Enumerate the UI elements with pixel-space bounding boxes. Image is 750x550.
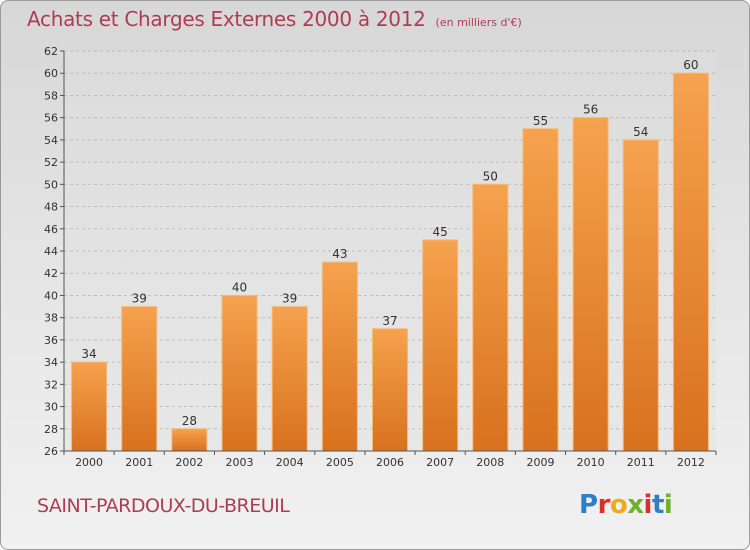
commune-name: SAINT-PARDOUX-DU-BREUIL: [37, 495, 290, 517]
data-label-2001: 39: [132, 292, 147, 306]
y-tick-label: 44: [44, 245, 58, 258]
x-tick-label: 2007: [426, 456, 454, 469]
data-label-2008: 50: [483, 169, 498, 183]
axes: 26 28 30 32 34 36 38 40 42 44 46 48 50 52 54 56 58 60 62 20…: [44, 45, 717, 469]
bar-2010[interactable]: [572, 117, 609, 452]
y-tick-label: 32: [44, 378, 58, 391]
bar-2012[interactable]: [672, 72, 709, 452]
x-tick-label: 2006: [376, 456, 404, 469]
bar-2003[interactable]: [221, 294, 258, 452]
logo-letter: x: [627, 490, 644, 520]
y-tick-label: 54: [44, 134, 58, 147]
logo-letter: r: [597, 490, 611, 520]
x-tick-label: 2000: [75, 456, 103, 469]
y-tick-label: 42: [44, 267, 58, 280]
x-tick-label: 2005: [326, 456, 354, 469]
y-tick-label: 62: [44, 45, 58, 58]
data-label-2005: 43: [332, 247, 347, 261]
y-tick-label: 34: [44, 356, 58, 369]
y-tick-label: 40: [44, 289, 58, 302]
logo-letter: i: [663, 490, 673, 520]
bar-2004[interactable]: [271, 306, 308, 452]
y-tick-label: 38: [44, 312, 58, 325]
y-tick-label: 60: [44, 67, 58, 80]
proxiti-logo[interactable]: Proxiti: [579, 490, 673, 520]
data-labels: 34 39 28 40 39 43 37 45 50 55 56 54 60: [81, 58, 698, 428]
logo-letter: t: [651, 490, 664, 520]
bar-2000[interactable]: [71, 361, 108, 452]
y-tick-label: 58: [44, 89, 58, 102]
chart-title-text: Achats et Charges Externes 2000 à 2012: [27, 7, 426, 31]
x-tick-label: 2011: [627, 456, 655, 469]
data-label-2012: 60: [683, 58, 698, 72]
x-tick-label: 2009: [526, 456, 554, 469]
x-tick-label: 2012: [677, 456, 705, 469]
bar-2006[interactable]: [372, 328, 408, 452]
y-tick-label: 48: [44, 201, 58, 214]
data-label-2011: 54: [633, 125, 648, 139]
y-tick-label: 28: [44, 423, 58, 436]
bar-2001[interactable]: [121, 306, 158, 452]
x-tick-label: 2004: [276, 456, 304, 469]
bars: [71, 72, 709, 452]
data-label-2010: 56: [583, 103, 598, 117]
bar-2009[interactable]: [522, 128, 559, 452]
data-label-2009: 55: [533, 114, 548, 128]
bar-2005[interactable]: [321, 261, 358, 452]
data-label-2003: 40: [232, 280, 247, 294]
data-label-2006: 37: [382, 314, 397, 328]
bar-2008[interactable]: [472, 183, 509, 452]
data-label-2000: 34: [81, 347, 96, 361]
y-tick-label: 56: [44, 112, 58, 125]
bar-2007[interactable]: [422, 239, 459, 452]
x-tick-label: 2008: [476, 456, 504, 469]
x-tick-label: 2001: [125, 456, 153, 469]
chart-subtitle: (en milliers d'€): [435, 16, 522, 29]
y-tick-label: 36: [44, 334, 58, 347]
y-tick-label: 30: [44, 401, 58, 414]
y-tick-label: 50: [44, 178, 58, 191]
logo-letter: i: [643, 490, 653, 520]
chart-title: Achats et Charges Externes 2000 à 2012 (e…: [27, 7, 522, 31]
x-tick-label: 2003: [226, 456, 254, 469]
y-tick-label: 26: [44, 445, 58, 458]
logo-letter: P: [579, 490, 598, 520]
y-tick-label: 46: [44, 223, 58, 236]
data-label-2007: 45: [433, 225, 448, 239]
x-tick-label: 2010: [577, 456, 605, 469]
bar-2002[interactable]: [171, 428, 208, 452]
x-tick-label: 2002: [175, 456, 203, 469]
data-label-2004: 39: [282, 292, 297, 306]
bar-2011[interactable]: [622, 139, 659, 452]
y-tick-label: 52: [44, 156, 58, 169]
data-label-2002: 28: [182, 414, 197, 428]
logo-letter: o: [609, 490, 628, 520]
